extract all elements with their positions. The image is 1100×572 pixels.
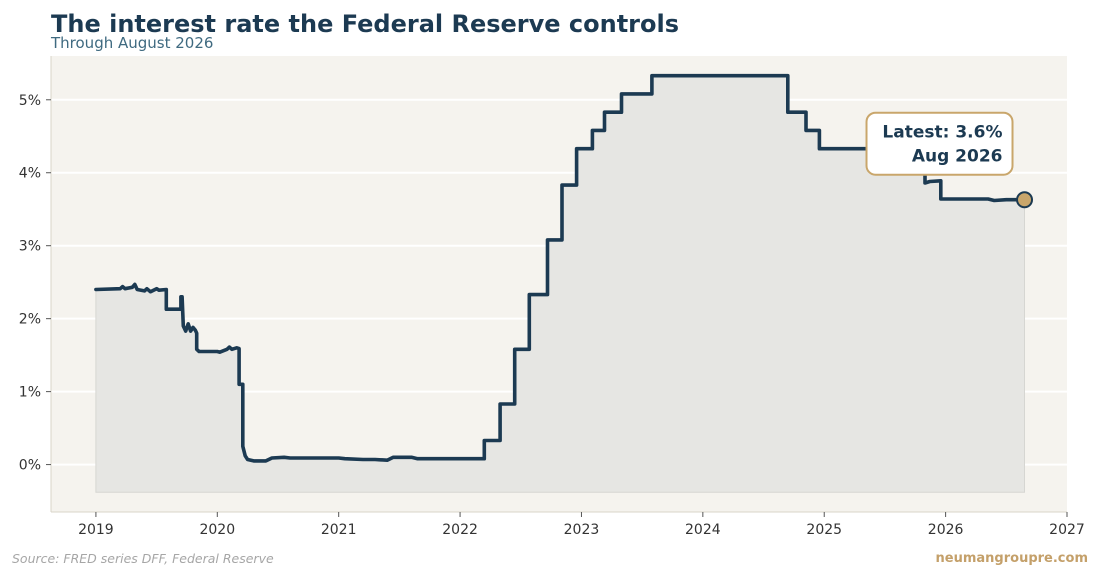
y-axis-ticks: 0% 1% 2% 3% 4% 5% — [19, 93, 51, 474]
chart-subtitle: Through August 2026 — [51, 34, 214, 52]
latest-callout: Latest: 3.6% Aug 2026 — [865, 111, 1014, 176]
x-tick-label-5: 2024 — [685, 522, 721, 538]
callout-date-label: Aug 2026 — [912, 147, 1003, 167]
x-tick-label-1: 2020 — [199, 522, 235, 538]
x-axis-ticks: 2019 2020 2021 2022 2023 2024 2025 2026 2027 — [78, 512, 1085, 538]
brand-label: neumangroupre.com — [935, 551, 1088, 566]
x-tick-label-8: 2027 — [1049, 522, 1085, 538]
y-tick-label-4: 4% — [19, 166, 41, 182]
chart-title: The interest rate the Federal Reserve co… — [51, 10, 680, 38]
x-tick-label-6: 2025 — [806, 522, 842, 538]
series-line — [94, 73, 1027, 463]
x-tick-label-3: 2022 — [442, 522, 478, 538]
x-tick-label-4: 2023 — [564, 522, 600, 538]
callout-value-label: Latest: 3.6% — [882, 123, 1002, 143]
y-tick-label-2: 2% — [19, 312, 41, 328]
y-tick-label-5: 5% — [19, 93, 41, 109]
x-tick-label-0: 2019 — [78, 522, 114, 538]
y-tick-label-0: 0% — [19, 458, 41, 474]
callout-box — [865, 111, 1014, 176]
source-note: Source: FRED series DFF, Federal Reserve — [12, 551, 274, 566]
latest-point-marker — [1016, 191, 1034, 209]
y-tick-label-3: 3% — [19, 239, 41, 255]
x-tick-label-2: 2021 — [321, 522, 357, 538]
x-tick-label-7: 2026 — [928, 522, 964, 538]
y-tick-label-1: 1% — [19, 385, 41, 401]
